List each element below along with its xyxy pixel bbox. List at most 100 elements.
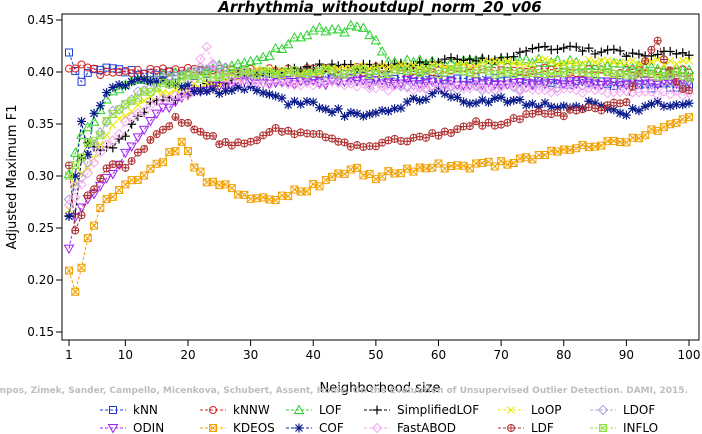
- data-point-ldf: [90, 185, 99, 194]
- data-point-fastabod: [201, 41, 212, 53]
- data-point-fastabod: [339, 79, 350, 91]
- data-point-kdeos: [284, 192, 293, 201]
- data-point-simplifiedlof: [653, 50, 663, 60]
- legend-item-inflo: INFLO: [590, 421, 658, 434]
- data-point-fastabod: [132, 107, 144, 119]
- data-point-knnw: [71, 64, 80, 73]
- data-point-cof: [145, 76, 155, 86]
- data-point-simplifiedlof: [440, 54, 450, 64]
- data-point-lof: [76, 129, 87, 139]
- legend-label-lof: LOF: [319, 403, 342, 417]
- data-point-ldf: [653, 36, 662, 45]
- data-point-loop: [528, 60, 537, 69]
- legend-label-cof: COF: [319, 421, 344, 434]
- data-point-fastabod: [88, 157, 100, 168]
- data-point-ldof: [195, 61, 206, 73]
- data-point-cof: [584, 96, 594, 106]
- data-point-ldf: [209, 131, 218, 140]
- x-tick-label: 50: [368, 348, 383, 362]
- data-point-lof: [351, 21, 363, 31]
- data-point-simplifiedlof: [628, 48, 638, 58]
- legend-label-fastabod: FastABOD: [397, 421, 456, 434]
- legend-marker-cof: [294, 423, 304, 433]
- data-point-cof: [83, 149, 93, 159]
- data-point-odin: [170, 97, 181, 108]
- data-point-fastabod: [301, 76, 313, 88]
- data-point-fastabod: [157, 93, 169, 104]
- data-point-cof: [371, 108, 381, 118]
- data-point-cof: [108, 82, 118, 92]
- data-point-loop: [478, 58, 487, 67]
- legend-label-inflo: INFLO: [623, 421, 658, 434]
- data-point-odin: [157, 103, 169, 113]
- data-point-loop: [603, 56, 612, 65]
- series-ldf: [65, 36, 694, 235]
- data-point-odin: [370, 75, 382, 86]
- data-point-cof: [653, 97, 663, 107]
- data-point-cof: [621, 110, 631, 120]
- data-point-odin: [570, 79, 582, 90]
- data-point-lof: [314, 22, 325, 32]
- data-point-lof: [621, 62, 632, 73]
- data-point-ldf: [133, 148, 142, 157]
- data-point-fastabod: [358, 78, 369, 89]
- data-point-fastabod: [76, 179, 87, 190]
- data-point-simplifiedlof: [559, 43, 569, 53]
- series-odin: [63, 74, 695, 255]
- data-point-lof: [282, 38, 294, 49]
- data-point-knnw: [108, 68, 117, 77]
- data-point-odin: [614, 81, 626, 91]
- data-point-fastabod: [477, 82, 488, 93]
- data-point-ldf: [71, 226, 80, 235]
- data-point-cof: [421, 94, 431, 104]
- x-tick-label: 10: [118, 348, 133, 362]
- legend-item-knn: kNN: [100, 403, 158, 417]
- data-point-knnw: [158, 64, 167, 73]
- data-point-cof: [452, 92, 462, 102]
- x-tick-label: 1: [65, 348, 73, 362]
- data-point-simplifiedlof: [471, 56, 481, 66]
- data-point-loop: [572, 58, 581, 67]
- data-point-cof: [264, 89, 274, 99]
- x-tick-label: 40: [306, 348, 321, 362]
- data-point-simplifiedlof: [515, 47, 525, 57]
- data-point-cof: [252, 86, 262, 96]
- data-point-lof: [370, 34, 382, 45]
- data-point-cof: [139, 75, 149, 85]
- data-point-ldf: [628, 82, 637, 91]
- data-point-knnw: [102, 67, 111, 76]
- data-point-fastabod: [182, 90, 194, 101]
- data-point-fastabod: [308, 80, 319, 91]
- data-point-knn: [127, 66, 136, 75]
- data-point-odin: [621, 80, 632, 91]
- data-point-lof: [170, 66, 181, 77]
- data-point-lof: [332, 23, 344, 34]
- data-point-fastabod: [264, 79, 275, 90]
- data-point-ldof: [546, 80, 557, 92]
- data-point-cof: [289, 96, 299, 106]
- data-point-cof: [102, 88, 112, 98]
- data-point-kdeos: [71, 287, 80, 296]
- data-point-odin: [589, 79, 601, 89]
- data-point-ldf: [321, 133, 330, 142]
- data-point-cof: [89, 108, 99, 118]
- data-point-cof: [120, 81, 130, 91]
- x-tick-label: 70: [493, 348, 508, 362]
- data-point-fastabod: [326, 75, 338, 87]
- data-point-simplifiedlof: [584, 43, 594, 53]
- legend-label-simplifiedlof: SimplifiedLOF: [397, 403, 479, 417]
- data-point-odin: [558, 80, 570, 90]
- data-point-knnw: [83, 63, 92, 72]
- data-point-cof: [471, 98, 481, 108]
- data-point-simplifiedlof: [684, 50, 694, 60]
- data-point-cof: [77, 116, 87, 126]
- data-point-loop: [609, 58, 618, 67]
- data-point-simplifiedlof: [578, 46, 588, 56]
- data-point-ldf: [659, 55, 668, 64]
- data-point-ldf: [559, 112, 568, 121]
- y-axis-label: Adjusted Maximum F1: [5, 105, 20, 250]
- chart-title: Arrhythmia_withoutdupl_norm_20_v06: [217, 0, 541, 16]
- data-point-lof: [276, 43, 288, 53]
- data-point-kdeos: [65, 266, 73, 275]
- data-point-cof: [571, 101, 581, 111]
